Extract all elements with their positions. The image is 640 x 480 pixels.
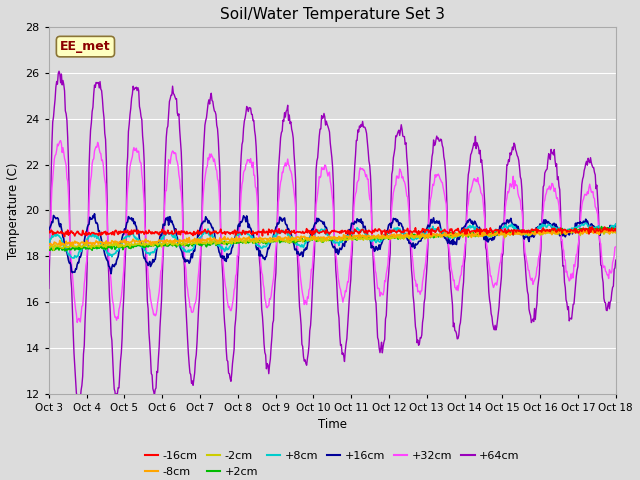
- -16cm: [55, 230, 63, 236]
- +64cm: [115, 385, 123, 391]
- -16cm: [612, 228, 620, 234]
- +2cm: [202, 243, 209, 249]
- +16cm: [612, 222, 620, 228]
- +16cm: [203, 216, 211, 222]
- +64cm: [403, 154, 411, 160]
- +32cm: [403, 193, 411, 199]
- +32cm: [45, 256, 52, 262]
- +16cm: [403, 235, 411, 240]
- -2cm: [591, 227, 598, 232]
- Line: -2cm: -2cm: [49, 229, 616, 251]
- -8cm: [612, 227, 620, 232]
- -16cm: [61, 234, 68, 240]
- -2cm: [172, 241, 180, 247]
- Legend: -16cm, -8cm, -2cm, +2cm, +8cm, +16cm, +32cm, +64cm: -16cm, -8cm, -2cm, +2cm, +8cm, +16cm, +3…: [141, 447, 524, 480]
- Line: +16cm: +16cm: [49, 214, 616, 274]
- +32cm: [203, 165, 211, 170]
- +2cm: [598, 224, 605, 229]
- -8cm: [57, 243, 65, 249]
- +8cm: [70, 255, 78, 261]
- +64cm: [173, 96, 180, 101]
- Line: -8cm: -8cm: [49, 229, 616, 246]
- +2cm: [55, 247, 63, 253]
- -2cm: [612, 230, 620, 236]
- +8cm: [419, 230, 426, 236]
- -2cm: [115, 244, 122, 250]
- +64cm: [55, 68, 63, 74]
- -8cm: [172, 239, 180, 245]
- -2cm: [56, 244, 63, 250]
- +32cm: [419, 275, 427, 280]
- +32cm: [173, 157, 180, 163]
- +8cm: [115, 248, 122, 253]
- Text: EE_met: EE_met: [60, 40, 111, 53]
- +16cm: [115, 249, 123, 254]
- +64cm: [45, 286, 52, 291]
- X-axis label: Time: Time: [318, 418, 347, 431]
- -8cm: [588, 226, 595, 232]
- -2cm: [202, 241, 209, 247]
- +16cm: [45, 228, 52, 234]
- -8cm: [202, 238, 209, 243]
- +16cm: [55, 221, 63, 227]
- -16cm: [45, 228, 52, 234]
- +8cm: [612, 221, 620, 227]
- Y-axis label: Temperature (C): Temperature (C): [7, 162, 20, 259]
- +2cm: [402, 232, 410, 238]
- +2cm: [172, 242, 180, 248]
- +8cm: [202, 230, 209, 236]
- -2cm: [402, 233, 410, 239]
- +32cm: [74, 320, 81, 325]
- +64cm: [56, 71, 63, 77]
- +32cm: [612, 244, 620, 250]
- +16cm: [419, 228, 427, 234]
- +32cm: [57, 138, 65, 144]
- -2cm: [50, 248, 58, 253]
- +2cm: [612, 226, 620, 232]
- Line: +2cm: +2cm: [49, 227, 616, 251]
- -16cm: [115, 231, 122, 237]
- -16cm: [402, 228, 410, 234]
- +16cm: [173, 233, 180, 239]
- +2cm: [61, 248, 68, 253]
- +8cm: [582, 220, 589, 226]
- +64cm: [419, 314, 427, 320]
- -2cm: [45, 244, 52, 250]
- -8cm: [115, 241, 122, 247]
- +32cm: [115, 307, 123, 312]
- +2cm: [45, 248, 52, 253]
- Line: +32cm: +32cm: [49, 141, 616, 323]
- -8cm: [419, 231, 426, 237]
- -16cm: [588, 224, 596, 229]
- +2cm: [115, 244, 122, 250]
- +8cm: [45, 240, 52, 245]
- Line: -16cm: -16cm: [49, 227, 616, 237]
- -8cm: [55, 242, 63, 248]
- +64cm: [203, 115, 211, 120]
- -16cm: [419, 226, 426, 231]
- -16cm: [202, 228, 209, 233]
- -2cm: [419, 232, 426, 238]
- +8cm: [402, 232, 410, 238]
- -8cm: [45, 241, 52, 247]
- +64cm: [612, 257, 620, 263]
- Line: +64cm: +64cm: [49, 71, 616, 405]
- +16cm: [108, 271, 115, 276]
- +64cm: [75, 402, 83, 408]
- -8cm: [402, 233, 410, 239]
- -16cm: [172, 227, 180, 233]
- +8cm: [172, 233, 180, 239]
- +32cm: [55, 141, 63, 146]
- +2cm: [419, 233, 426, 239]
- Line: +8cm: +8cm: [49, 223, 616, 258]
- +16cm: [91, 211, 99, 216]
- Title: Soil/Water Temperature Set 3: Soil/Water Temperature Set 3: [220, 7, 445, 22]
- +8cm: [55, 233, 63, 239]
